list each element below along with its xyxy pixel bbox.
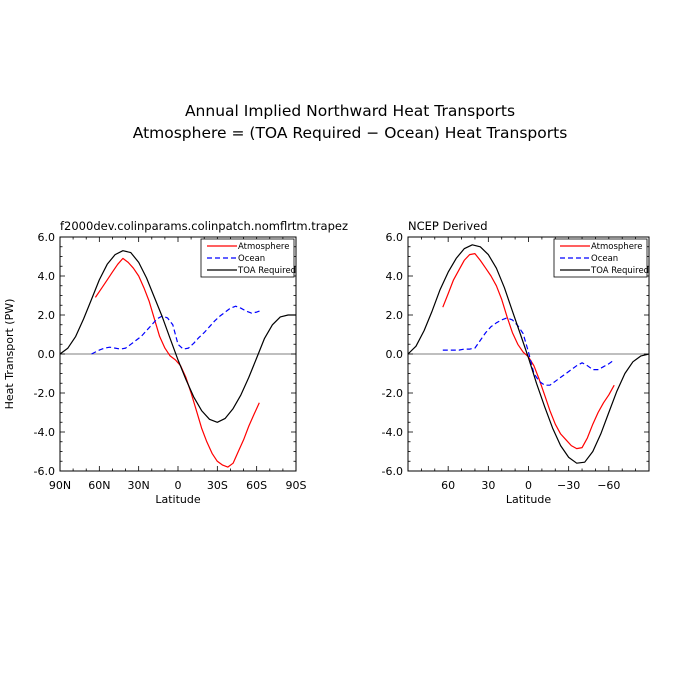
legend-label: Ocean [591,254,618,264]
legend-label: Ocean [238,254,265,264]
y-tick-label: 4.0 [38,270,56,283]
y-tick-label: -2.0 [34,387,55,400]
x-tick-label: −60 [597,479,620,492]
y-tick-label: 6.0 [38,231,56,244]
y-tick-label: 2.0 [386,309,404,322]
legend-label: TOA Required [590,266,649,276]
series-line-ocean [442,317,615,386]
legend-label: TOA Required [237,266,296,276]
y-tick-label: -6.0 [382,465,403,478]
y-tick-label: -6.0 [34,465,55,478]
x-tick-label: 90S [286,479,307,492]
x-tick-label: −30 [557,479,580,492]
series-line-toa-required [59,250,296,423]
x-tick-label: 90N [49,479,71,492]
legend-label: Atmosphere [238,242,289,252]
series-line-ocean [91,305,263,355]
y-tick-label: 0.0 [38,348,56,361]
chart-legend: Atmosphere Ocean TOA Required [553,238,649,278]
y-tick-label: -4.0 [34,426,55,439]
figure-title-line1: Annual Implied Northward Heat Transports [185,102,515,120]
figure-title-line2: Atmosphere = (TOA Required − Ocean) Heat… [133,124,568,142]
x-tick-label: 30N [128,479,150,492]
y-tick-label: 0.0 [386,348,404,361]
chart-panel-2: 6.0 4.0 2.0 0.0 -2.0 -4.0 -6.0 60 30 0 −30 −60 Latit… [382,219,650,506]
y-tick-label: -4.0 [382,426,403,439]
x-axis-label: Latitude [506,493,552,506]
chart-title: NCEP Derived [408,219,488,233]
chart-title: f2000dev.colinparams.colinpatch.nomflrtm… [60,219,348,233]
y-tick-label: 2.0 [38,309,56,322]
series-line-atmosphere [94,257,260,468]
legend-label: Atmosphere [591,242,642,252]
x-tick-label: 60N [88,479,110,492]
x-tick-label: 0 [175,479,182,492]
x-tick-label: 0 [525,479,532,492]
x-tick-label: 30 [481,479,495,492]
x-tick-label: 30S [207,479,228,492]
y-tick-label: -2.0 [382,387,403,400]
y-tick-label: 4.0 [386,270,404,283]
x-axis-label: Latitude [155,493,201,506]
x-tick-label: 60S [246,479,267,492]
chart-legend: Atmosphere Ocean TOA Required [200,238,296,278]
series-line-atmosphere [442,253,615,450]
y-axis-label: Heat Transport (PW) [3,299,16,410]
y-tick-label: 6.0 [386,231,404,244]
series-line-toa-required [407,244,650,464]
x-tick-label: 60 [441,479,455,492]
